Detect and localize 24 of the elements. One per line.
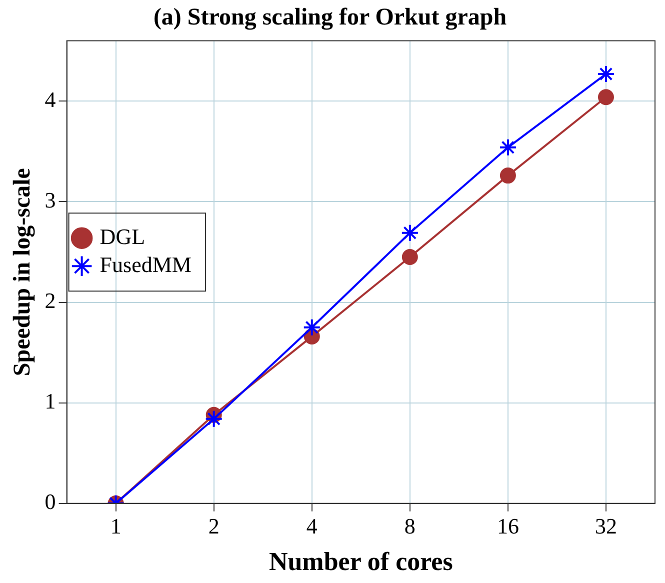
x-tick-label: 1 <box>110 513 122 538</box>
point <box>598 89 614 106</box>
y-tick-label: 4 <box>44 86 56 112</box>
point <box>500 168 516 184</box>
point <box>400 224 419 242</box>
x-tick-label: 16 <box>496 513 519 538</box>
x-tick-label: 4 <box>306 513 318 538</box>
point <box>498 138 517 156</box>
y-tick-label: 3 <box>44 187 56 212</box>
legend-label: DGL <box>100 224 146 249</box>
x-tick-label: 8 <box>404 513 416 538</box>
point <box>402 249 418 266</box>
point <box>204 410 223 428</box>
x-tick-label: 32 <box>594 513 617 538</box>
y-tick-label: 1 <box>44 388 56 414</box>
chart-title: (a) Strong scaling for Orkut graph <box>153 4 507 31</box>
y-axis-title: Speedup in log-scale <box>10 168 36 376</box>
x-axis-title: Number of cores <box>268 547 453 576</box>
point <box>302 318 321 336</box>
y-tick-label: 2 <box>44 288 56 314</box>
point <box>596 64 615 83</box>
legend-label: FusedMM <box>100 252 192 277</box>
x-tick-label: 2 <box>208 513 220 538</box>
y-tick-label: 0 <box>44 489 56 514</box>
